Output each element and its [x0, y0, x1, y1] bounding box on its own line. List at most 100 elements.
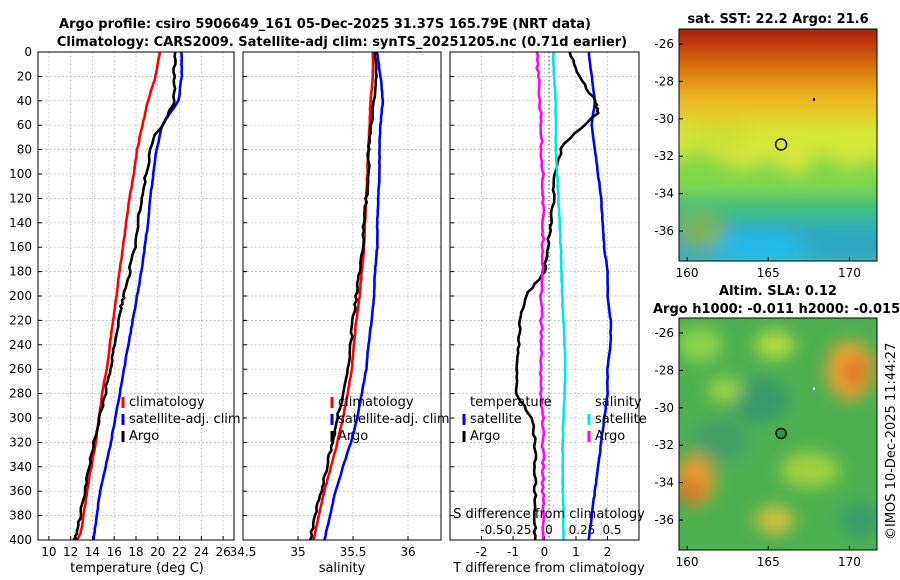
- x-tick-label: 35.5: [340, 545, 367, 559]
- x-tick-label: 20: [150, 545, 165, 559]
- x-tick-label: 18: [128, 545, 143, 559]
- series-line-temperature-satellite: [587, 52, 613, 540]
- y-tick-label: 40: [17, 94, 32, 108]
- sla-map-subtitle: Argo h1000: -0.011 h2000: -0.015: [653, 302, 900, 317]
- difference-xlabel-t: T difference from climatology: [452, 561, 645, 576]
- y-tick-label: 80: [17, 143, 32, 157]
- sla-small-marker: [813, 387, 815, 390]
- y-tick-label: 160: [9, 240, 32, 254]
- sla-map-title: Altim. SLA: 0.12: [719, 284, 837, 299]
- sla-argo-marker: [775, 427, 787, 440]
- map-y-tick-label: -32: [654, 438, 674, 452]
- difference-xlabel-s: S difference from climatology: [453, 507, 645, 522]
- sst-map: sat. SST: 22.2 Argo: 21.6 160 165 170 -26 -2…: [654, 12, 878, 280]
- map-y-tick-label: -26: [654, 37, 674, 51]
- y-tick-label: 100: [9, 167, 32, 181]
- difference-legend: temperature satellite Argo salinity sate…: [462, 395, 647, 444]
- series-line-climatology: [76, 52, 162, 540]
- y-tick-label: 300: [9, 411, 32, 425]
- s-diff-tick-label: 0.5: [602, 523, 621, 537]
- map-y-tick-label: -28: [654, 74, 674, 88]
- temperature-xlabel: temperature (deg C): [70, 561, 204, 576]
- sst-map-field: [679, 29, 877, 261]
- difference-frame: [449, 51, 640, 541]
- x-tick-label: 12: [63, 545, 78, 559]
- x-tick-label: 26: [215, 545, 230, 559]
- y-tick-label: 380: [9, 509, 32, 523]
- series-line-temperature-argo: [514, 52, 600, 540]
- s-diff-tick-label: -0.25: [500, 523, 531, 537]
- temperature-frame: [37, 51, 235, 541]
- legend-s-satellite: satellite: [595, 412, 647, 427]
- salinity-frame: [242, 51, 442, 541]
- legend-temperature-title: temperature: [470, 395, 552, 410]
- y-tick-label: 340: [9, 460, 32, 474]
- legend-argo: Argo: [129, 429, 159, 444]
- salinity-panel: 34.5 35 35.5 36 salinity climatology satell…: [230, 51, 450, 576]
- map-x-tick-label: 160: [676, 266, 699, 280]
- x-tick-label: 10: [41, 545, 56, 559]
- x-tick-label: -2: [476, 545, 488, 559]
- salinity-legend: climatology satellite-adj. clim Argo: [330, 395, 450, 444]
- s-diff-tick-label: 0: [545, 523, 553, 537]
- y-tick-label: 240: [9, 338, 32, 352]
- sst-argo-marker: [774, 138, 788, 151]
- x-tick-label: 0: [541, 545, 549, 559]
- map-y-tick-label: -30: [654, 401, 674, 415]
- x-tick-label: -1: [507, 545, 519, 559]
- map-x-tick-label: 165: [757, 555, 780, 569]
- s-diff-tick-label: -0.5: [480, 523, 503, 537]
- y-tick-label: 360: [9, 484, 32, 498]
- y-tick-label: 400: [9, 533, 32, 547]
- legend-s-argo: Argo: [595, 429, 625, 444]
- sst-map-frame: [678, 28, 878, 262]
- map-y-tick-label: -34: [654, 476, 674, 490]
- map-x-tick-label: 170: [838, 555, 861, 569]
- y-tick-label: 200: [9, 289, 32, 303]
- sla-map-ticks: 160 165 170 -26 -28 -30 -32 -34 -36: [654, 326, 860, 569]
- x-tick-label: 2: [604, 545, 612, 559]
- y-tick-label: 180: [9, 265, 32, 279]
- temperature-legend: climatology satellite-adj. clim Argo: [121, 395, 241, 444]
- x-tick-label: 34.5: [230, 545, 257, 559]
- legend-climatology-2: climatology: [338, 395, 414, 410]
- legend-argo-2: Argo: [338, 429, 368, 444]
- map-y-tick-label: -36: [654, 513, 674, 527]
- series-line-climatology: [312, 52, 375, 540]
- map-x-tick-label: 160: [676, 555, 699, 569]
- y-tick-label: 140: [9, 216, 32, 230]
- sla-map-field: [679, 318, 877, 550]
- x-tick-label: 14: [85, 545, 100, 559]
- y-tick-label: 120: [9, 191, 32, 205]
- y-tick-label: 20: [17, 69, 32, 83]
- y-tick-label: 60: [17, 118, 32, 132]
- series-line-argo: [72, 52, 177, 540]
- y-tick-label: 260: [9, 362, 32, 376]
- map-y-tick-label: -28: [654, 363, 674, 377]
- y-tick-label: 320: [9, 435, 32, 449]
- timestamp: ©IMOS 10-Dec-2025 11:44:27: [884, 343, 899, 540]
- y-tick-label: 220: [9, 313, 32, 327]
- series-line-satellite-adj-clim: [92, 52, 184, 540]
- series-line-satellite-adj-clim: [323, 52, 385, 540]
- sla-map: Altim. SLA: 0.12 Argo h1000: -0.011 h200…: [653, 284, 900, 569]
- temperature-lines: [72, 52, 184, 540]
- sst-map-title: sat. SST: 22.2 Argo: 21.6: [687, 12, 868, 27]
- sst-small-marker: [813, 98, 815, 101]
- figure-title-line1: Argo profile: csiro 5906649_161 05-Dec-2…: [59, 17, 591, 32]
- x-tick-label: 36: [400, 545, 415, 559]
- map-y-tick-label: -32: [654, 149, 674, 163]
- map-y-tick-label: -26: [654, 326, 674, 340]
- legend-t-argo: Argo: [470, 429, 500, 444]
- difference-s-ticks: -0.5-0.25 0 0.25 0.5: [480, 523, 621, 537]
- x-tick-label: 35: [290, 545, 305, 559]
- x-tick-label: 1: [572, 545, 580, 559]
- legend-satellite: satellite-adj. clim: [129, 412, 241, 427]
- map-x-tick-label: 165: [757, 266, 780, 280]
- map-y-tick-label: -34: [654, 187, 674, 201]
- legend-t-satellite: satellite: [470, 412, 522, 427]
- y-tick-label: 0: [24, 45, 32, 59]
- figure-title-line2: Climatology: CARS2009. Satellite-adj cli…: [57, 35, 627, 50]
- salinity-xlabel: salinity: [319, 561, 366, 576]
